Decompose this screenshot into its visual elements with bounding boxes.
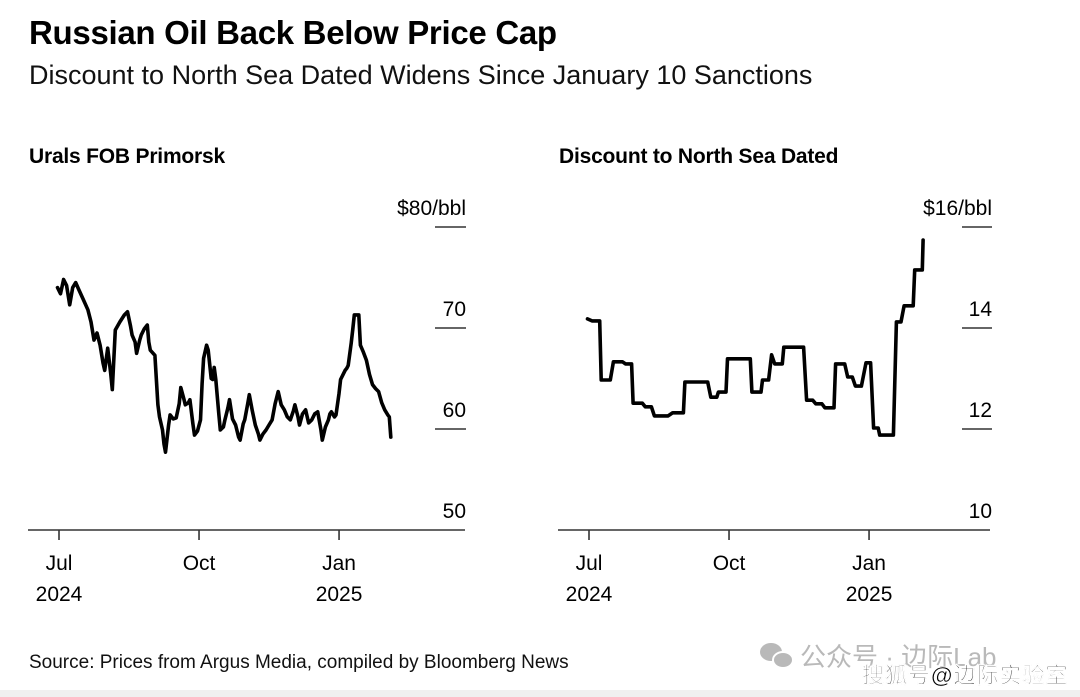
watermark-wechat: 公众号 · 边际Lab bbox=[760, 637, 997, 674]
x-tick-label: Jan bbox=[322, 552, 356, 575]
y-tick-label: 10 bbox=[969, 500, 992, 523]
chart-subtitle: Discount to North Sea Dated Widens Since… bbox=[29, 60, 813, 90]
left-panel-title: Urals FOB Primorsk bbox=[29, 145, 225, 168]
y-tick-label: $16/bbl bbox=[923, 197, 992, 220]
series-line-0 bbox=[585, 238, 925, 437]
wechat-icon bbox=[760, 642, 794, 669]
x-tick-label: Jul bbox=[576, 552, 603, 575]
y-tick-label: 60 bbox=[443, 399, 466, 422]
x-tick-label: Jan bbox=[852, 552, 886, 575]
bottom-divider bbox=[0, 690, 1080, 697]
y-tick-label: 12 bbox=[969, 399, 992, 422]
discount-chart: $16/bbl 14 12 10 Jul 2024 Oct Jan 2025 bbox=[558, 197, 993, 606]
source-note: Source: Prices from Argus Media, compile… bbox=[29, 652, 569, 673]
urals-price-chart: $80/bbl 70 60 50 Jul 2024 Oct Jan 2025 bbox=[28, 197, 466, 606]
watermark-sohu: 搜狐号@边际实验室 bbox=[862, 663, 1069, 689]
x-tick-sublabel: 2025 bbox=[316, 583, 363, 606]
x-tick-label: Oct bbox=[713, 552, 746, 575]
chart-title: Russian Oil Back Below Price Cap bbox=[29, 14, 557, 51]
y-tick-label: 50 bbox=[443, 500, 466, 523]
x-tick-sublabel: 2025 bbox=[846, 583, 893, 606]
x-tick-label: Oct bbox=[183, 552, 216, 575]
watermark-text-1: 公众号 · 边际Lab bbox=[800, 642, 997, 672]
right-panel-title: Discount to North Sea Dated bbox=[559, 145, 839, 168]
y-tick-label: $80/bbl bbox=[397, 197, 466, 220]
series-line-0 bbox=[55, 277, 393, 454]
x-tick-sublabel: 2024 bbox=[566, 583, 613, 606]
y-tick-label: 70 bbox=[443, 298, 466, 321]
x-tick-sublabel: 2024 bbox=[36, 583, 83, 606]
y-tick-label: 14 bbox=[969, 298, 993, 321]
x-tick-label: Jul bbox=[46, 552, 73, 575]
